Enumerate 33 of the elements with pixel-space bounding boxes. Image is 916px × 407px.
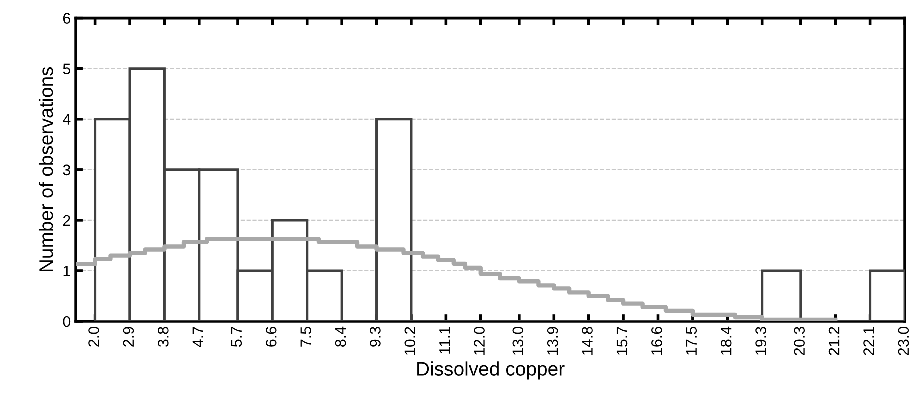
x-tick-label: 7.5 xyxy=(300,327,312,347)
x-tick-label: 16.6 xyxy=(652,327,662,355)
x-tick-label: 3.8 xyxy=(158,327,169,348)
x-tick-label: 20.3 xyxy=(794,327,806,356)
x-tick-label: 11.1 xyxy=(440,327,450,354)
x-tick-label: 21.2 xyxy=(828,327,840,356)
x-tick-label: 13.9 xyxy=(547,327,558,355)
y-tick-label: 4 xyxy=(63,114,71,125)
x-tick-label: 2.9 xyxy=(123,327,134,347)
x-tick-label: 23.0 xyxy=(898,326,910,356)
y-tick-label: 5 xyxy=(63,64,71,75)
x-tick-label: 17.5 xyxy=(686,327,698,355)
x-tick-label: 4.7 xyxy=(192,327,204,348)
x-tick-label: 19.3 xyxy=(756,327,766,355)
y-tick-label: 1 xyxy=(64,266,70,277)
x-tick-label: 15.7 xyxy=(616,327,628,355)
y-tick-label: 3 xyxy=(63,164,70,176)
x-tick-label: 10.2 xyxy=(404,327,416,355)
y-tick-label: 2 xyxy=(63,215,70,226)
x-tick-label: 5.7 xyxy=(231,327,242,348)
x-tick-label: 6.6 xyxy=(266,327,277,347)
x-tick-label: 8.4 xyxy=(335,326,346,347)
x-tick-label: 22.1 xyxy=(864,327,874,356)
x-axis-title: Dissolved copper xyxy=(418,362,565,380)
x-tick-label: 12.0 xyxy=(474,326,485,355)
x-tick-label: 2.0 xyxy=(88,326,100,347)
y-tick-label: 6 xyxy=(63,13,70,24)
x-tick-label: 9.3 xyxy=(370,327,381,347)
x-tick-label: 18.4 xyxy=(720,326,732,355)
x-tick-label: 14.8 xyxy=(582,327,593,355)
y-tick-label: 0 xyxy=(63,316,71,328)
y-axis-title: Number of observations xyxy=(38,67,54,272)
x-tick-label: 13.0 xyxy=(512,326,524,355)
